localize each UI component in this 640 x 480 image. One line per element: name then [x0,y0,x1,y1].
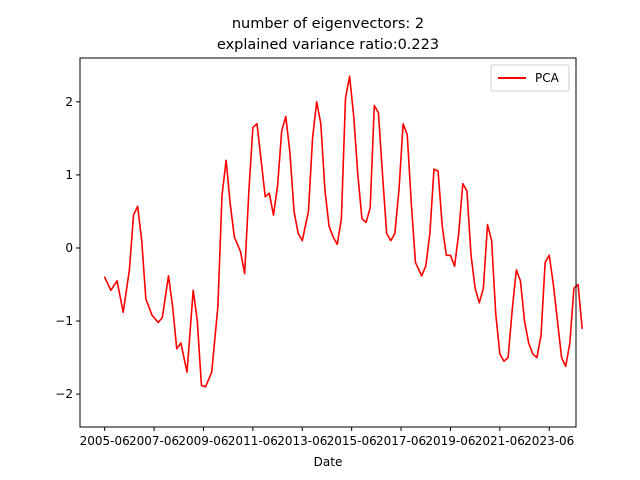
x-tick-label: 2011-06 [228,434,278,448]
x-tick-label: 2019-06 [425,434,475,448]
y-tick-label: 0 [65,241,73,255]
plot-frame [79,57,577,428]
chart-title: number of eigenvectors: 2 [232,16,424,32]
x-tick-label: 2021-06 [475,434,525,448]
x-tick-label: 2007-06 [129,434,179,448]
chart-subtitle: explained variance ratio:0.223 [217,37,439,53]
y-tick-label: 2 [65,95,73,109]
series-line-pca [103,75,583,388]
legend: PCA [490,64,570,92]
y-tick-label: 1 [65,168,73,182]
y-tick-label: −1 [55,314,73,328]
y-tick-label: −2 [55,387,73,401]
x-axis: 2005-06 2007-06 2009-06 2011-06 2013-06 2015-… [80,427,574,448]
legend-box [490,64,570,92]
x-tick-label: 2023-06 [524,434,574,448]
x-axis-label: Date [314,455,343,469]
x-tick-label: 2009-06 [178,434,228,448]
legend-label-pca: PCA [535,71,560,85]
y-axis: −2 −1 0 1 2 [55,95,80,401]
x-tick-label: 2013-06 [277,434,327,448]
x-tick-label: 2017-06 [376,434,426,448]
x-tick-label: 2005-06 [80,434,130,448]
x-tick-label: 2015-06 [327,434,377,448]
plot-area [103,75,583,388]
